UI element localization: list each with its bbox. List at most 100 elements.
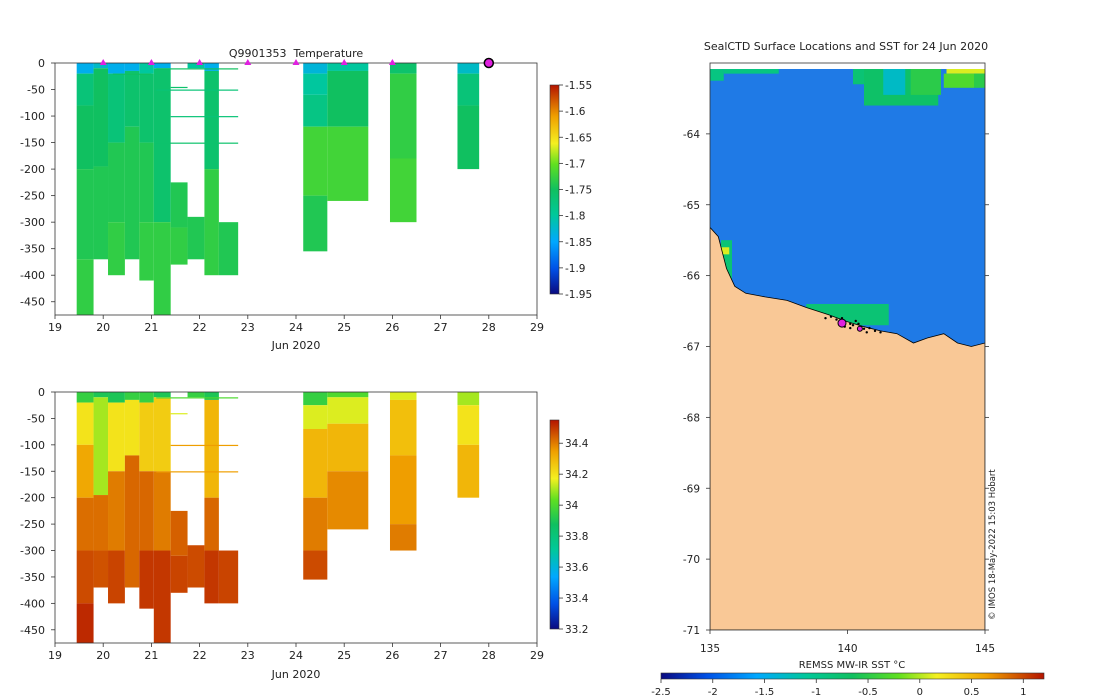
- salinity-x-tick-label-4: 23: [241, 649, 255, 662]
- salinity-colorbar-tick-label-3: 33.8: [565, 531, 588, 543]
- temperature-profile-4-segment-0: [124, 63, 140, 71]
- track-point-4: [849, 322, 852, 326]
- salinity-colorbar-ticks: 34.4 34.2 34 33.8 33.6 33.4 33.2: [559, 438, 589, 636]
- temperature-profile-5-segment-1: [139, 73, 154, 143]
- profile-marker-0: [99, 59, 107, 65]
- salinity-profile-5-segment-0: [139, 392, 154, 403]
- temperature-y-tick-label-1: -50: [27, 84, 45, 97]
- temperature-colorbar-tick-label-5: -1.8: [565, 211, 586, 223]
- salinity-profile-8-segment-1: [187, 545, 205, 588]
- track-point-10: [873, 329, 877, 333]
- sst-colorbar-tick-label-7: 1: [1020, 687, 1026, 698]
- sst-colorbar-tick-label-4: -0.5: [858, 687, 878, 698]
- antarctic-land: [710, 226, 985, 630]
- salinity-profile-0-segment-4: [76, 550, 94, 604]
- temperature-profile-12-segment-0: [327, 63, 369, 71]
- sst-y-tick-label-6: -70: [683, 554, 700, 566]
- salinity-profile-0-segment-3: [76, 497, 94, 551]
- profile-marker-2: [196, 59, 204, 65]
- sst-patch-9: [721, 240, 732, 283]
- temperature-x-tick-label-0: 19: [48, 321, 62, 334]
- salinity-x-tick-label-0: 19: [48, 649, 62, 662]
- salinity-profile-1-segment-1: [93, 397, 109, 496]
- temperature-profile-0-segment-4: [76, 259, 94, 315]
- temperature-profile-3-segment-0: [108, 63, 125, 74]
- temperature-profile-8-segment-0: [187, 63, 205, 69]
- salinity-y-tick-label-4: -200: [20, 492, 45, 505]
- salinity-colorbar-ramp: [549, 419, 560, 630]
- temperature-thin-line-4: [170, 116, 239, 118]
- temperature-colorbar-tick-label-2: -1.65: [565, 132, 592, 144]
- temperature-profile-3-segment-2: [108, 142, 125, 223]
- salinity-profile-0-segment-0: [76, 392, 94, 403]
- temperature-profile-14-segment-2: [457, 105, 480, 170]
- sst-y-tick-label-7: -71: [683, 625, 700, 637]
- sst-colorbar-label: REMSS MW-IR SST °C: [799, 660, 906, 671]
- temperature-title: Q9901353 Temperature: [229, 47, 364, 60]
- salinity-profile-5-segment-1: [139, 402, 154, 472]
- temperature-profile-6-segment-2: [153, 222, 171, 315]
- temperature-profile-6-segment-1: [153, 68, 171, 223]
- temperature-profile-13-segment-0: [389, 63, 417, 74]
- salinity-profile-6-segment-1: [153, 397, 171, 472]
- salinity-colorbar-tick-label-1: 34.2: [565, 469, 588, 481]
- salinity-profile-6-segment-0: [153, 392, 171, 398]
- salinity-colorbar-tick-label-5: 33.4: [565, 593, 589, 605]
- salinity-y-tick-label-9: -450: [20, 624, 45, 637]
- salinity-x-tick-label-2: 21: [144, 649, 158, 662]
- temperature-profile-9-segment-2: [204, 169, 219, 276]
- temperature-thin-line-5: [156, 142, 239, 144]
- temperature-colorbar-tick-label-4: -1.75: [565, 185, 592, 197]
- temperature-profile-1-segment-1: [93, 68, 109, 167]
- temperature-profile-11-segment-2: [303, 94, 328, 127]
- temperature-colorbar-tick-label-3: -1.7: [565, 158, 586, 170]
- salinity-profile-14-segment-2: [457, 444, 480, 498]
- salinity-profile-13-segment-3: [389, 524, 417, 551]
- sst-patch-10: [721, 247, 730, 255]
- temperature-x-tick-label-9: 28: [482, 321, 496, 334]
- sst-patch-6: [946, 69, 985, 74]
- sst-colorbar-tick-label-5: 0: [917, 687, 923, 698]
- salinity-thin-line-1: [170, 444, 239, 447]
- salinity-profile-9-segment-3: [204, 550, 219, 604]
- temperature-profile-13-segment-2: [389, 158, 417, 223]
- salinity-profile-14-segment-1: [457, 405, 480, 445]
- highlight-location-0: [837, 318, 847, 328]
- temperature-profile-9-segment-0: [204, 63, 219, 71]
- salinity-profile-1-segment-0: [93, 392, 109, 398]
- sst-patch-4: [883, 69, 906, 95]
- track-point-1: [835, 318, 838, 321]
- temperature-profile-5-segment-0: [139, 63, 154, 74]
- temperature-profile-7-segment-1: [170, 227, 188, 265]
- temperature-y-tick-label-0: 0: [38, 57, 45, 70]
- temperature-colorbar-tick-label-0: -1.55: [565, 80, 592, 92]
- temperature-profile-11-segment-0: [303, 63, 328, 74]
- salinity-profile-7-segment-0: [170, 510, 188, 556]
- temperature-x-tick-label-5: 24: [289, 321, 303, 334]
- salinity-x-tick-label-7: 26: [385, 649, 399, 662]
- temperature-colorbar: -1.55 -1.6 -1.65 -1.7 -1.75 -1.8 -1.85 -1.9 -1.9…: [549, 80, 592, 301]
- sst-patch-1: [723, 69, 779, 74]
- temperature-x-tick-label-3: 22: [193, 321, 207, 334]
- temperature-profile-4-segment-2: [124, 126, 140, 260]
- current-position-marker: [483, 57, 495, 69]
- salinity-colorbar-tick-label-0: 34.4: [565, 438, 589, 450]
- temperature-x-tick-label-2: 21: [144, 321, 158, 334]
- temperature-x-tick-label-1: 20: [96, 321, 110, 334]
- sst-colorbar-ticks: -2.5 -2 -1.5 -1 -0.5 0 0.5 1: [651, 679, 1026, 698]
- track-point-8: [862, 327, 866, 330]
- temperature-x-tick-label-7: 26: [385, 321, 399, 334]
- sst-colorbar-tick-label-6: 0.5: [964, 687, 980, 698]
- temperature-thin-line-0: [112, 73, 152, 75]
- salinity-profile-7-segment-1: [170, 555, 188, 593]
- sst-x-tick-label-2: 145: [975, 643, 995, 655]
- temperature-profile-1-segment-0: [93, 63, 109, 69]
- salinity-profile-0-segment-5: [76, 603, 94, 643]
- temperature-colorbar-tick-label-7: -1.9: [565, 263, 586, 275]
- salinity-profile-13-segment-0: [389, 392, 417, 400]
- temperature-thin-line-3: [170, 86, 188, 89]
- temperature-profile-0-segment-2: [76, 105, 94, 170]
- track-point-6: [854, 319, 857, 323]
- temperature-y-tick-label-6: -300: [20, 216, 45, 229]
